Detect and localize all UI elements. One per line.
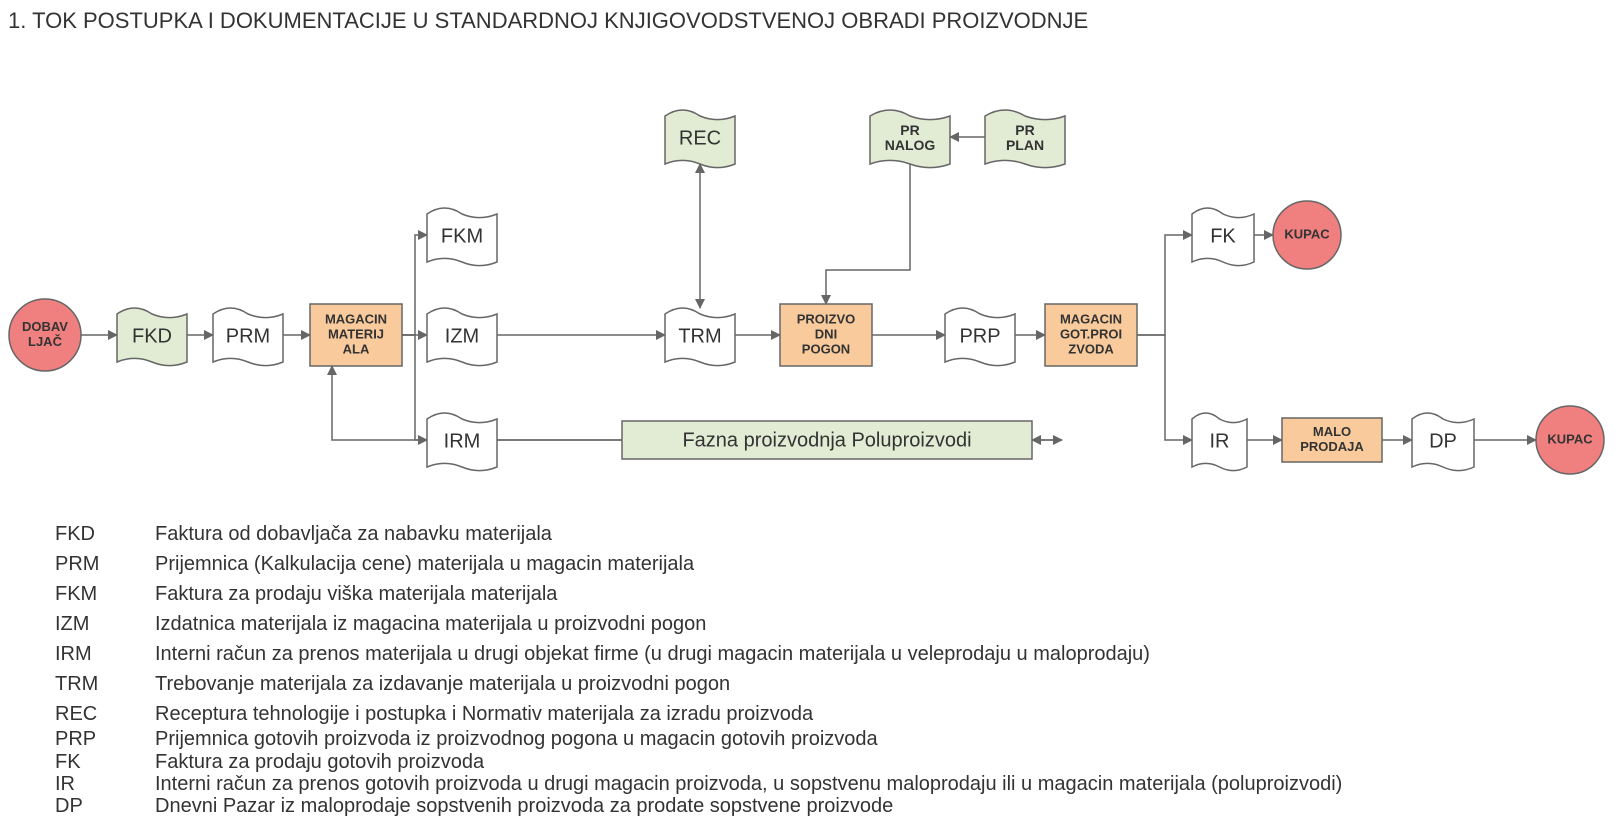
svg-text:PROIZVO: PROIZVO <box>797 311 856 326</box>
phase-box: Fazna proizvodnja Poluproizvodi <box>622 421 1032 459</box>
legend-abbr-ir: IR <box>55 773 75 795</box>
doc-izm: IZM <box>427 308 497 366</box>
legend-desc-ir: Interni račun za prenos gotovih proizvod… <box>155 773 1342 795</box>
svg-text:MATERIJ: MATERIJ <box>328 326 384 341</box>
edge <box>402 335 427 440</box>
legend-abbr-prm: PRM <box>55 553 99 575</box>
svg-text:PRODAJA: PRODAJA <box>1300 439 1364 454</box>
legend-abbr-fkm: FKM <box>55 583 97 605</box>
legend-desc-fkm: Faktura za prodaju viška materijala mate… <box>155 583 558 605</box>
svg-text:ZVODA: ZVODA <box>1068 341 1114 356</box>
svg-text:KUPAC: KUPAC <box>1547 431 1593 446</box>
doc-ir: IR <box>1192 413 1247 471</box>
svg-text:MALO: MALO <box>1313 424 1351 439</box>
doc-prp: PRP <box>945 308 1015 366</box>
svg-text:PR: PR <box>1015 122 1034 138</box>
edge <box>1137 335 1192 440</box>
doc-prnalog: PRNALOG <box>870 110 950 168</box>
svg-text:ALA: ALA <box>343 341 370 356</box>
svg-text:NALOG: NALOG <box>885 137 936 153</box>
box-pogon: PROIZVODNIPOGON <box>780 304 872 366</box>
legend: FKD Faktura od dobavljača za nabavku mate… <box>55 523 1342 817</box>
legend-abbr-fk: FK <box>55 751 81 773</box>
svg-text:IRM: IRM <box>444 430 481 452</box>
doc-prm: PRM <box>213 308 283 366</box>
svg-text:MAGACIN: MAGACIN <box>325 311 387 326</box>
doc-rec: REC <box>665 110 735 168</box>
diagram-title: 1. TOK POSTUPKA I DOKUMENTACIJE U STANDA… <box>8 8 1088 33</box>
legend-abbr-dp: DP <box>55 795 83 817</box>
svg-text:DNI: DNI <box>815 326 837 341</box>
documents-layer: FKDPRMFKMIZMIRMRECTRMPRNALOGPRPLANPRPFKI… <box>117 110 1474 471</box>
edge <box>402 235 427 335</box>
svg-text:Fazna proizvodnja Poluproizvod: Fazna proizvodnja Poluproizvodi <box>682 429 971 451</box>
svg-text:IZM: IZM <box>445 325 479 347</box>
doc-irm: IRM <box>427 413 497 471</box>
svg-text:POGON: POGON <box>802 341 850 356</box>
svg-text:MAGACIN: MAGACIN <box>1060 311 1122 326</box>
box-malopr: MALOPRODAJA <box>1282 418 1382 462</box>
svg-text:LJAČ: LJAČ <box>28 334 63 349</box>
doc-fkd: FKD <box>117 308 187 366</box>
svg-text:TRM: TRM <box>678 325 721 347</box>
legend-abbr-izm: IZM <box>55 613 89 635</box>
doc-trm: TRM <box>665 308 735 366</box>
legend-desc-dp: Dnevni Pazar iz maloprodaje sopstvenih p… <box>155 795 893 817</box>
terminal-kupac1: KUPAC <box>1273 201 1341 269</box>
svg-text:REC: REC <box>679 127 721 149</box>
box-maggot: MAGACINGOT.PROIZVODA <box>1045 304 1137 366</box>
doc-prplan: PRPLAN <box>985 110 1065 168</box>
legend-desc-irm: Interni račun za prenos materijala u dru… <box>155 643 1150 665</box>
terminal-kupac2: KUPAC <box>1536 406 1604 474</box>
doc-fkm: FKM <box>427 208 497 266</box>
legend-abbr-prp: PRP <box>55 728 96 750</box>
svg-text:GOT.PROI: GOT.PROI <box>1060 326 1122 341</box>
legend-abbr-irm: IRM <box>55 643 92 665</box>
terminal-dobavljac: DOBAVLJAČ <box>9 299 81 371</box>
svg-text:PR: PR <box>900 122 919 138</box>
box-magmat: MAGACINMATERIJALA <box>310 304 402 366</box>
legend-desc-rec: Receptura tehnologije i postupka i Norma… <box>155 703 814 725</box>
legend-desc-trm: Trebovanje materijala za izdavanje mater… <box>155 673 730 695</box>
legend-desc-prm: Prijemnica (Kalkulacija cene) materijala… <box>155 553 695 575</box>
svg-text:FK: FK <box>1210 225 1236 247</box>
svg-text:IR: IR <box>1210 430 1230 452</box>
svg-text:DP: DP <box>1429 430 1457 452</box>
legend-abbr-rec: REC <box>55 703 97 725</box>
svg-text:DOBAV: DOBAV <box>22 319 68 334</box>
legend-abbr-trm: TRM <box>55 673 98 695</box>
svg-text:FKM: FKM <box>441 225 483 247</box>
edge <box>826 164 910 304</box>
svg-text:PRM: PRM <box>226 325 270 347</box>
svg-text:FKD: FKD <box>132 325 172 347</box>
doc-dp: DP <box>1412 413 1474 471</box>
legend-desc-fkd: Faktura od dobavljača za nabavku materij… <box>155 523 553 545</box>
legend-desc-izm: Izdatnica materijala iz magacina materij… <box>155 613 706 635</box>
svg-text:PRP: PRP <box>959 325 1000 347</box>
doc-fk: FK <box>1192 208 1254 266</box>
legend-abbr-fkd: FKD <box>55 523 95 545</box>
svg-text:PLAN: PLAN <box>1006 137 1044 153</box>
svg-text:KUPAC: KUPAC <box>1284 226 1330 241</box>
legend-desc-prp: Prijemnica gotovih proizvoda iz proizvod… <box>155 728 879 750</box>
legend-desc-fk: Faktura za prodaju gotovih proizvoda <box>155 751 485 773</box>
edge <box>1137 235 1192 335</box>
edges-layer <box>81 137 1536 440</box>
